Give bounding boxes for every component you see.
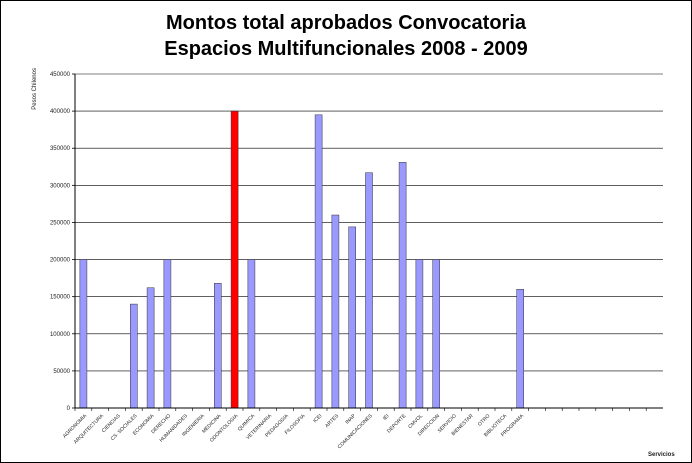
- bar: [163, 259, 172, 409]
- chart-title: Montos total aprobados Convocatoria Espa…: [0, 10, 692, 62]
- y-tick-label: 150000: [50, 295, 71, 301]
- bars: [79, 110, 524, 409]
- highlighted-bar: [230, 110, 239, 409]
- chart-title-line-2: Espacios Multifuncionales 2008 - 2009: [164, 38, 528, 60]
- y-tick-label: 300000: [50, 183, 71, 189]
- y-tick-label: 350000: [50, 146, 71, 152]
- y-axis-title: Pesos Chilenos: [32, 68, 38, 110]
- category-label: IEI: [382, 413, 391, 422]
- y-tick-label: 0: [67, 406, 71, 412]
- bar: [398, 162, 407, 409]
- y-tick-label: 200000: [50, 258, 71, 264]
- bar: [415, 259, 424, 409]
- category-label: ARTES: [324, 413, 340, 429]
- bar: [130, 303, 138, 409]
- bar: [214, 283, 222, 409]
- bar: [432, 259, 440, 409]
- y-tick-labels: 0 50000 100000 150000 200000 250000 300000 3500…: [50, 72, 71, 412]
- x-axis-title: Servicios: [648, 452, 675, 458]
- y-tick-label: 400000: [50, 109, 71, 115]
- category-label: OTRO: [477, 413, 492, 428]
- y-tick-label: 100000: [50, 332, 71, 338]
- bar: [247, 259, 256, 409]
- category-label: DEPORTE: [386, 413, 408, 435]
- y-tick-label: 50000: [53, 369, 70, 375]
- category-label: ICEI: [312, 413, 323, 424]
- bar: [348, 226, 356, 409]
- category-label: INAP: [344, 413, 357, 426]
- y-tick-label: 450000: [50, 72, 71, 78]
- bar: [146, 287, 155, 409]
- chart-title-line-1: Montos total aprobados Convocatoria: [165, 12, 527, 34]
- bar: [365, 172, 373, 409]
- y-tick-label: 250000: [50, 220, 71, 226]
- bar: [331, 214, 340, 409]
- bar: [516, 288, 524, 409]
- bar: [79, 259, 88, 409]
- bar: [314, 114, 323, 409]
- axes: [72, 73, 663, 411]
